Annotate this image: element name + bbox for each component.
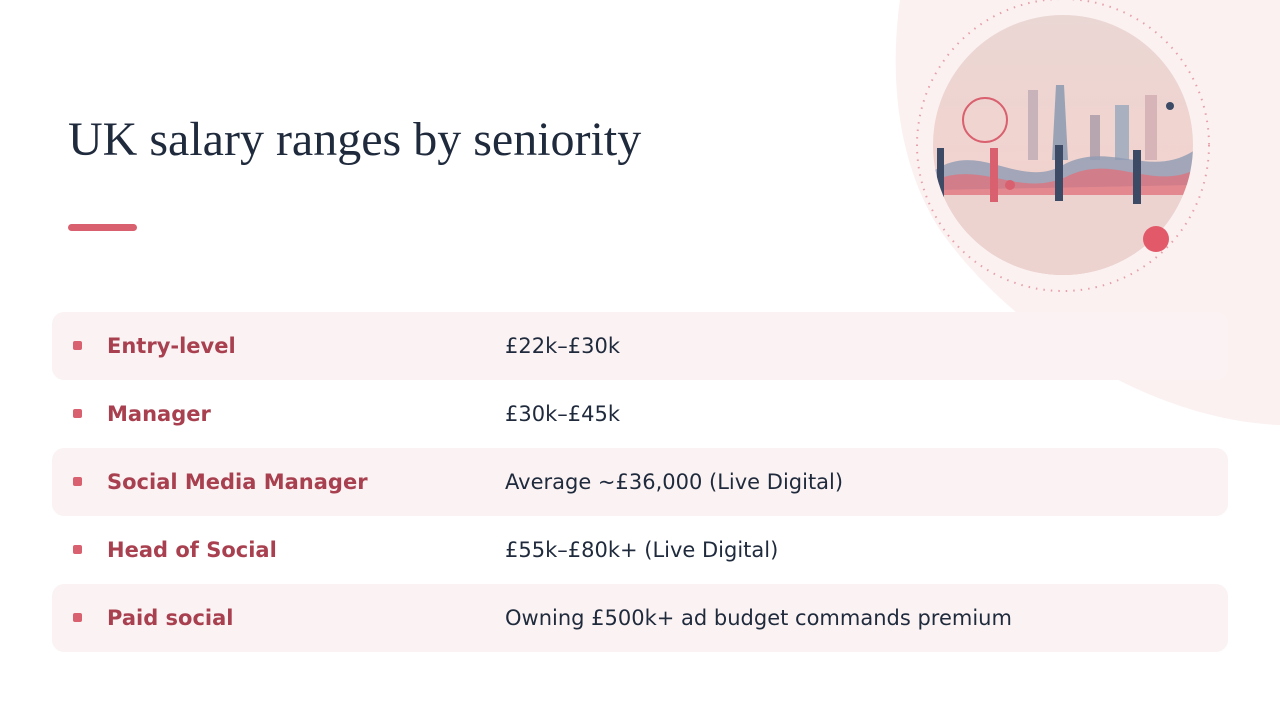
salary-value: £55k–£80k+ (Live Digital) (505, 538, 779, 562)
bullet (73, 409, 82, 418)
table-row: Manager £30k–£45k (52, 380, 1228, 448)
bullet (73, 613, 82, 622)
role-label: Paid social (107, 606, 234, 630)
role-label: Manager (107, 402, 211, 426)
salary-value: £30k–£45k (505, 402, 620, 426)
bullet (73, 341, 82, 350)
table-row: Social Media Manager Average ~£36,000 (Li… (52, 448, 1228, 516)
role-label: Head of Social (107, 538, 277, 562)
role-label: Entry-level (107, 334, 236, 358)
bullet (73, 477, 82, 486)
table-row: Paid social Owning £500k+ ad budget comma… (52, 584, 1228, 652)
salary-value: £22k–£30k (505, 334, 620, 358)
title: UK salary ranges by seniority (68, 113, 642, 166)
table-row: Head of Social £55k–£80k+ (Live Digital) (52, 516, 1228, 584)
salary-table: Entry-level £22k–£30k Manager £30k–£45k Soci… (52, 312, 1228, 652)
dot (1143, 226, 1169, 252)
salary-value: Average ~£36,000 (Live Digital) (505, 470, 844, 494)
bullet (73, 545, 82, 554)
role-label: Social Media Manager (107, 470, 368, 494)
salary-value: Owning £500k+ ad budget commands premium (505, 606, 1012, 630)
table-row: Entry-level £22k–£30k (52, 312, 1228, 380)
accent-bar (68, 224, 137, 231)
dotted-ring (916, 0, 1210, 292)
